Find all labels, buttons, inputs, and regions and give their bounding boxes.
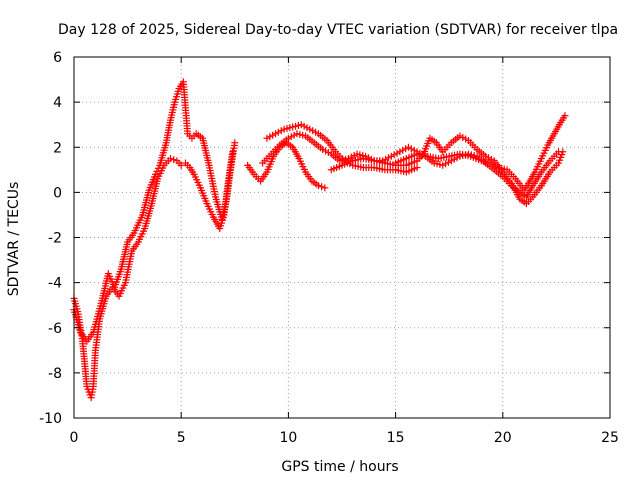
y-tick-label: -2: [48, 231, 62, 247]
axes: 0 5 10 15 20 25 -10 -8 -6 -4 -2 0 2 4 6: [39, 50, 619, 446]
data-point-trail: [153, 167, 161, 175]
data-point-trail: [170, 156, 178, 164]
data-point: [231, 139, 239, 147]
data-point: [561, 112, 569, 120]
x-tick-label: 15: [387, 430, 405, 446]
data-point: [314, 182, 322, 190]
data-point-trail: [154, 164, 162, 172]
y-tick-label: -6: [48, 321, 62, 337]
x-tick-label: 10: [279, 430, 297, 446]
y-tick-label: 6: [53, 50, 62, 66]
x-tick-label: 0: [70, 430, 79, 446]
y-axis-label: SDTVAR / TECUs: [6, 182, 22, 297]
grid-lines: [74, 57, 610, 418]
data-point: [166, 155, 174, 163]
data-point-trail: [318, 183, 326, 191]
x-tick-label: 5: [177, 430, 186, 446]
x-tick-label: 25: [601, 430, 619, 446]
data-point: [321, 184, 329, 192]
x-axis-label: GPS time / hours: [281, 459, 398, 475]
data-point: [151, 170, 159, 178]
y-tick-label: -8: [48, 366, 62, 382]
y-tick-label: 0: [53, 185, 62, 201]
y-tick-label: -4: [48, 276, 62, 292]
chart-title: Day 128 of 2025, Sidereal Day-to-day VTE…: [58, 22, 618, 38]
y-tick-label: -10: [39, 411, 62, 427]
data-point: [559, 148, 567, 156]
data-points-layer: [70, 78, 569, 402]
y-tick-label: 4: [53, 95, 62, 111]
y-tick-label: 2: [53, 140, 62, 156]
x-tick-label: 20: [494, 430, 512, 446]
data-point: [413, 164, 421, 172]
data-point: [177, 161, 185, 169]
